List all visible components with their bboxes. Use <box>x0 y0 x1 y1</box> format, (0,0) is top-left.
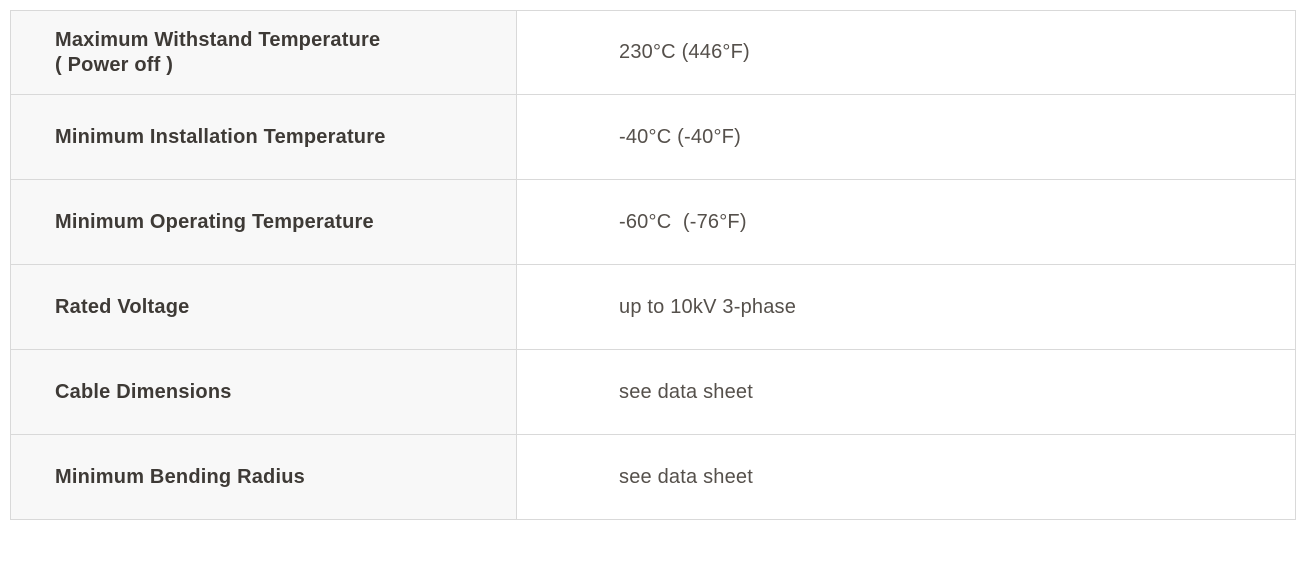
spec-value: see data sheet <box>517 435 1295 519</box>
spec-row: Minimum Operating Temperature -60°C (-76… <box>11 179 1295 264</box>
spec-label: Minimum Operating Temperature <box>11 180 517 264</box>
spec-row: Maximum Withstand Temperature ( Power of… <box>11 11 1295 94</box>
spec-row: Rated Voltage up to 10kV 3-phase <box>11 264 1295 349</box>
spec-row: Cable Dimensions see data sheet <box>11 349 1295 434</box>
spec-label: Maximum Withstand Temperature ( Power of… <box>11 11 517 94</box>
spec-row: Minimum Bending Radius see data sheet <box>11 434 1295 519</box>
spec-value: -40°C (-40°F) <box>517 95 1295 179</box>
spec-table: Maximum Withstand Temperature ( Power of… <box>10 10 1296 520</box>
spec-label: Minimum Bending Radius <box>11 435 517 519</box>
spec-label: Rated Voltage <box>11 265 517 349</box>
spec-value: 230°C (446°F) <box>517 11 1295 94</box>
spec-value: -60°C (-76°F) <box>517 180 1295 264</box>
spec-value: see data sheet <box>517 350 1295 434</box>
spec-label: Minimum Installation Temperature <box>11 95 517 179</box>
spec-row: Minimum Installation Temperature -40°C (… <box>11 94 1295 179</box>
spec-label: Cable Dimensions <box>11 350 517 434</box>
spec-value: up to 10kV 3-phase <box>517 265 1295 349</box>
